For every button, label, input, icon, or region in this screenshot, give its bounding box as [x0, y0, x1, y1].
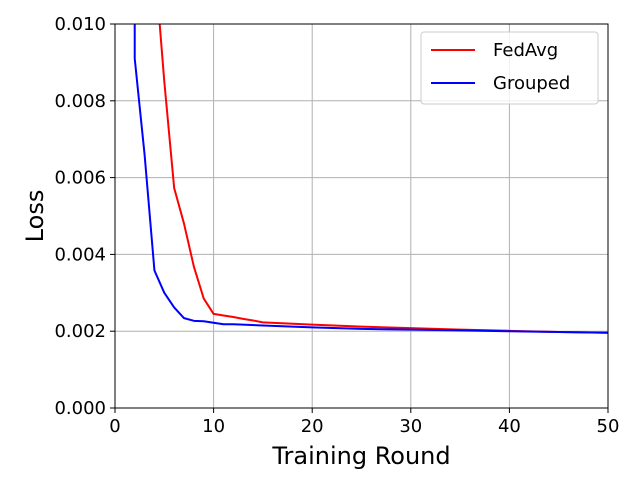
y-axis-label: Loss [21, 190, 49, 243]
y-tick-label: 0.008 [54, 91, 106, 112]
x-tick-label: 10 [202, 416, 225, 437]
y-axis-ticks: 0.000 0.002 0.004 0.006 0.008 0.010 [54, 14, 115, 419]
x-tick-label: 30 [399, 416, 422, 437]
series-line-grouped [133, 24, 608, 334]
legend-label-grouped: Grouped [493, 73, 570, 94]
x-tick-label: 50 [597, 416, 620, 437]
y-tick-label: 0.004 [54, 244, 106, 265]
x-tick-label: 0 [109, 416, 120, 437]
series-lines [133, 24, 608, 334]
y-tick-label: 0.002 [54, 321, 106, 342]
x-axis-ticks: 0 10 20 30 40 50 [109, 408, 619, 437]
x-tick-label: 20 [301, 416, 324, 437]
x-tick-label: 40 [498, 416, 521, 437]
legend: FedAvg Grouped [420, 31, 599, 105]
plot-frame [114, 23, 609, 409]
y-tick-label: 0.000 [54, 398, 106, 419]
y-tick-label: 0.006 [54, 168, 106, 189]
legend-label-fedavg: FedAvg [493, 40, 558, 61]
x-axis-label: Training Round [271, 442, 450, 470]
y-tick-label: 0.010 [54, 14, 106, 35]
